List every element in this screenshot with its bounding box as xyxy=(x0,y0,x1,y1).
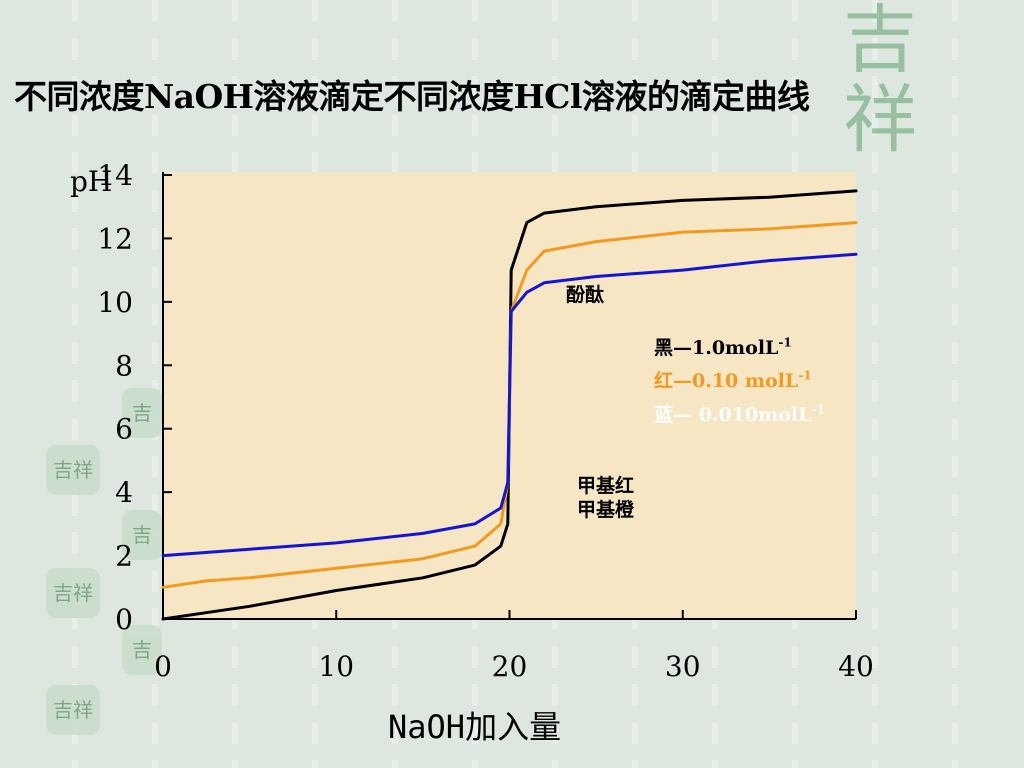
series-line-2 xyxy=(161,252,858,558)
seal-decoration: 吉祥 xyxy=(46,685,100,735)
seal-decoration: 吉 xyxy=(122,388,162,438)
y-tick-label: 12 xyxy=(97,222,133,255)
y-tick-label: 10 xyxy=(97,286,133,319)
legend-label: 黑—1.0molL xyxy=(654,337,779,359)
seal-decoration: 吉祥 xyxy=(46,445,100,495)
annotation-phenolphthalein: 酚酞 xyxy=(566,284,605,306)
legend-label: 蓝— 0.010molL xyxy=(654,404,812,426)
y-tick-label: 6 xyxy=(115,413,133,446)
x-tick-label: 30 xyxy=(665,650,701,683)
y-tick-label: 0 xyxy=(115,603,133,636)
legend-sup: -1 xyxy=(778,335,792,350)
x-axis-label: NaOH加入量 xyxy=(388,708,562,746)
seal-decoration: 吉祥 xyxy=(46,568,100,618)
annotation-methyl-orange: 甲基橙 xyxy=(577,499,635,521)
seal-decoration: 吉 xyxy=(122,510,162,560)
page-title: 不同浓度NaOH溶液滴定不同浓度HCl溶液的滴定曲线 xyxy=(14,77,810,116)
legend-item-black: 黑—1.0molL-1 xyxy=(654,333,792,360)
y-tick-label: 2 xyxy=(115,540,133,573)
legend-sup: -1 xyxy=(811,402,825,417)
x-tick-label: 0 xyxy=(154,650,172,683)
y-tick-label: 8 xyxy=(115,349,133,382)
x-tick-label: 10 xyxy=(318,650,354,683)
legend-sup: -1 xyxy=(798,368,812,383)
logo-decoration: 吉祥 xyxy=(843,0,917,163)
legend-item-red: 红—0.10 molL-1 xyxy=(654,366,812,393)
y-tick-label: 4 xyxy=(115,476,133,509)
legend-item-blue: 蓝— 0.010molL-1 xyxy=(654,400,825,427)
x-tick-label: 40 xyxy=(838,650,874,683)
legend-label: 红—0.10 molL xyxy=(654,370,799,392)
seal-decoration: 吉 xyxy=(122,625,162,675)
x-tick-label: 20 xyxy=(492,650,528,683)
y-tick-label: 14 xyxy=(97,159,133,192)
annotation-methyl-red: 甲基红 xyxy=(577,475,635,497)
y-axis-label: pH xyxy=(70,165,113,198)
